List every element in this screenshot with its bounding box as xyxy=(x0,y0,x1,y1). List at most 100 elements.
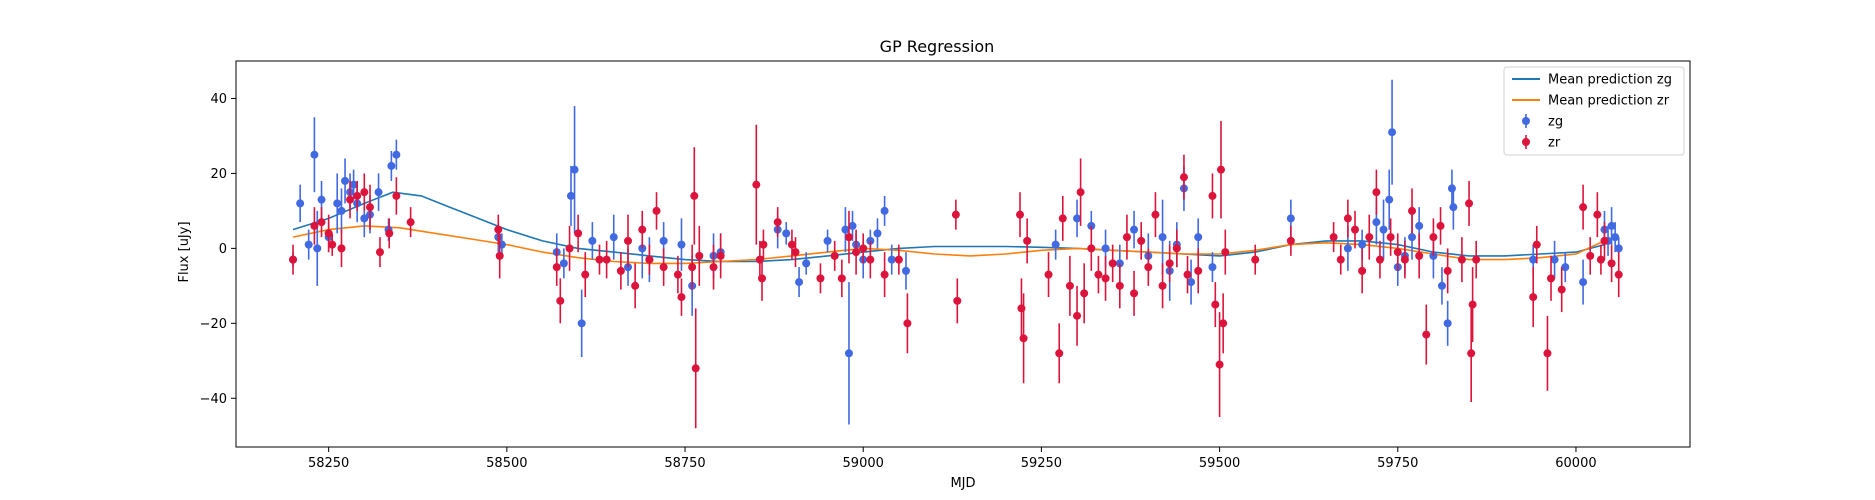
point-zg-78 xyxy=(1443,319,1452,328)
point-zr-44 xyxy=(791,248,800,257)
point-zg-81 xyxy=(1529,255,1538,264)
point-zg-56 xyxy=(1130,225,1139,234)
point-zr-80 xyxy=(1172,244,1181,253)
point-zr-61 xyxy=(1044,270,1053,279)
x-tick-label-58250: 58250 xyxy=(308,456,349,471)
point-zg-23 xyxy=(566,191,575,200)
point-zr-65 xyxy=(1073,311,1082,320)
point-zr-84 xyxy=(1208,191,1217,200)
point-zg-49 xyxy=(887,255,896,264)
point-zr-104 xyxy=(1415,251,1424,260)
point-zr-96 xyxy=(1358,266,1367,275)
point-zr-83 xyxy=(1194,266,1203,275)
point-zg-87 xyxy=(1607,221,1616,230)
point-zr-66 xyxy=(1076,188,1085,197)
point-zr-60 xyxy=(1023,236,1032,245)
chart-title: GP Regression xyxy=(880,37,995,56)
point-zr-17 xyxy=(556,296,565,305)
point-zr-43 xyxy=(787,240,796,249)
point-zr-1 xyxy=(310,221,319,230)
point-zr-47 xyxy=(837,274,846,283)
point-zg-82 xyxy=(1550,255,1559,264)
point-zr-0 xyxy=(289,255,298,264)
x-tick-label-59000: 59000 xyxy=(843,456,884,471)
point-zr-87 xyxy=(1217,165,1226,174)
point-zg-4 xyxy=(313,244,322,253)
point-zr-120 xyxy=(1586,251,1595,260)
point-zg-64 xyxy=(1208,263,1217,272)
y-tick-label-0: 0 xyxy=(219,242,227,257)
point-zr-81 xyxy=(1179,173,1188,182)
point-zr-54 xyxy=(903,319,912,328)
point-zr-116 xyxy=(1543,349,1552,358)
point-zr-70 xyxy=(1101,274,1110,283)
point-zr-21 xyxy=(595,255,604,264)
point-zr-51 xyxy=(866,255,875,264)
point-zr-118 xyxy=(1557,285,1566,294)
point-zg-52 xyxy=(1073,214,1082,223)
point-zr-109 xyxy=(1457,255,1466,264)
series-line-mean-prediction-zg xyxy=(292,191,1605,263)
point-zr-2 xyxy=(317,218,326,227)
point-zr-75 xyxy=(1137,236,1146,245)
point-zr-12 xyxy=(392,191,401,200)
point-zg-18 xyxy=(392,150,401,159)
point-zr-42 xyxy=(773,218,782,227)
point-zr-102 xyxy=(1400,255,1409,264)
point-zr-68 xyxy=(1087,244,1096,253)
point-zg-74 xyxy=(1408,233,1417,242)
point-zg-80 xyxy=(1449,203,1458,212)
plot-frame xyxy=(235,60,1691,448)
point-zr-106 xyxy=(1429,233,1438,242)
point-zr-73 xyxy=(1122,233,1131,242)
point-zg-3 xyxy=(310,150,319,159)
point-zr-82 xyxy=(1183,270,1192,279)
point-zr-29 xyxy=(659,263,668,272)
point-zr-64 xyxy=(1065,281,1074,290)
legend-entry-zr-label: zr xyxy=(1548,136,1561,151)
point-zr-107 xyxy=(1436,221,1445,230)
point-zr-50 xyxy=(859,244,868,253)
series-line-mean-prediction-zr xyxy=(292,225,1605,265)
point-zg-70 xyxy=(1385,195,1394,204)
point-zr-6 xyxy=(346,195,355,204)
point-zg-13 xyxy=(360,214,369,223)
point-zr-98 xyxy=(1372,188,1381,197)
point-zr-7 xyxy=(353,191,362,200)
point-zr-91 xyxy=(1286,236,1295,245)
point-zr-32 xyxy=(688,263,697,272)
point-zr-9 xyxy=(365,203,374,212)
point-zr-37 xyxy=(716,251,725,260)
point-zr-123 xyxy=(1600,236,1609,245)
point-zr-74 xyxy=(1130,289,1139,298)
point-zr-5 xyxy=(337,244,346,253)
point-zg-42 xyxy=(844,349,853,358)
point-zr-48 xyxy=(844,233,853,242)
point-zr-100 xyxy=(1386,233,1395,242)
point-zr-8 xyxy=(360,188,369,197)
point-zg-66 xyxy=(1343,244,1352,253)
y-tick-label--40: −40 xyxy=(200,392,227,407)
point-zr-103 xyxy=(1408,206,1417,215)
point-zr-56 xyxy=(953,296,962,305)
point-zr-99 xyxy=(1375,255,1384,264)
point-zr-14 xyxy=(494,225,503,234)
point-zr-18 xyxy=(565,244,574,253)
point-zr-49 xyxy=(852,248,861,257)
point-zr-111 xyxy=(1467,349,1476,358)
x-tick-label-59250: 59250 xyxy=(1021,456,1062,471)
point-zr-71 xyxy=(1108,259,1117,268)
point-zg-69 xyxy=(1379,225,1388,234)
point-zr-31 xyxy=(677,293,686,302)
point-zr-35 xyxy=(695,251,704,260)
point-zg-32 xyxy=(677,240,686,249)
point-zr-55 xyxy=(951,210,960,219)
legend: Mean prediction zg Mean prediction zr zg zr xyxy=(1503,66,1685,156)
point-zr-45 xyxy=(816,274,825,283)
point-zg-88 xyxy=(1611,233,1620,242)
point-zr-69 xyxy=(1094,270,1103,279)
point-zr-67 xyxy=(1080,289,1089,298)
point-zg-25 xyxy=(577,319,586,328)
point-zr-105 xyxy=(1422,330,1431,339)
